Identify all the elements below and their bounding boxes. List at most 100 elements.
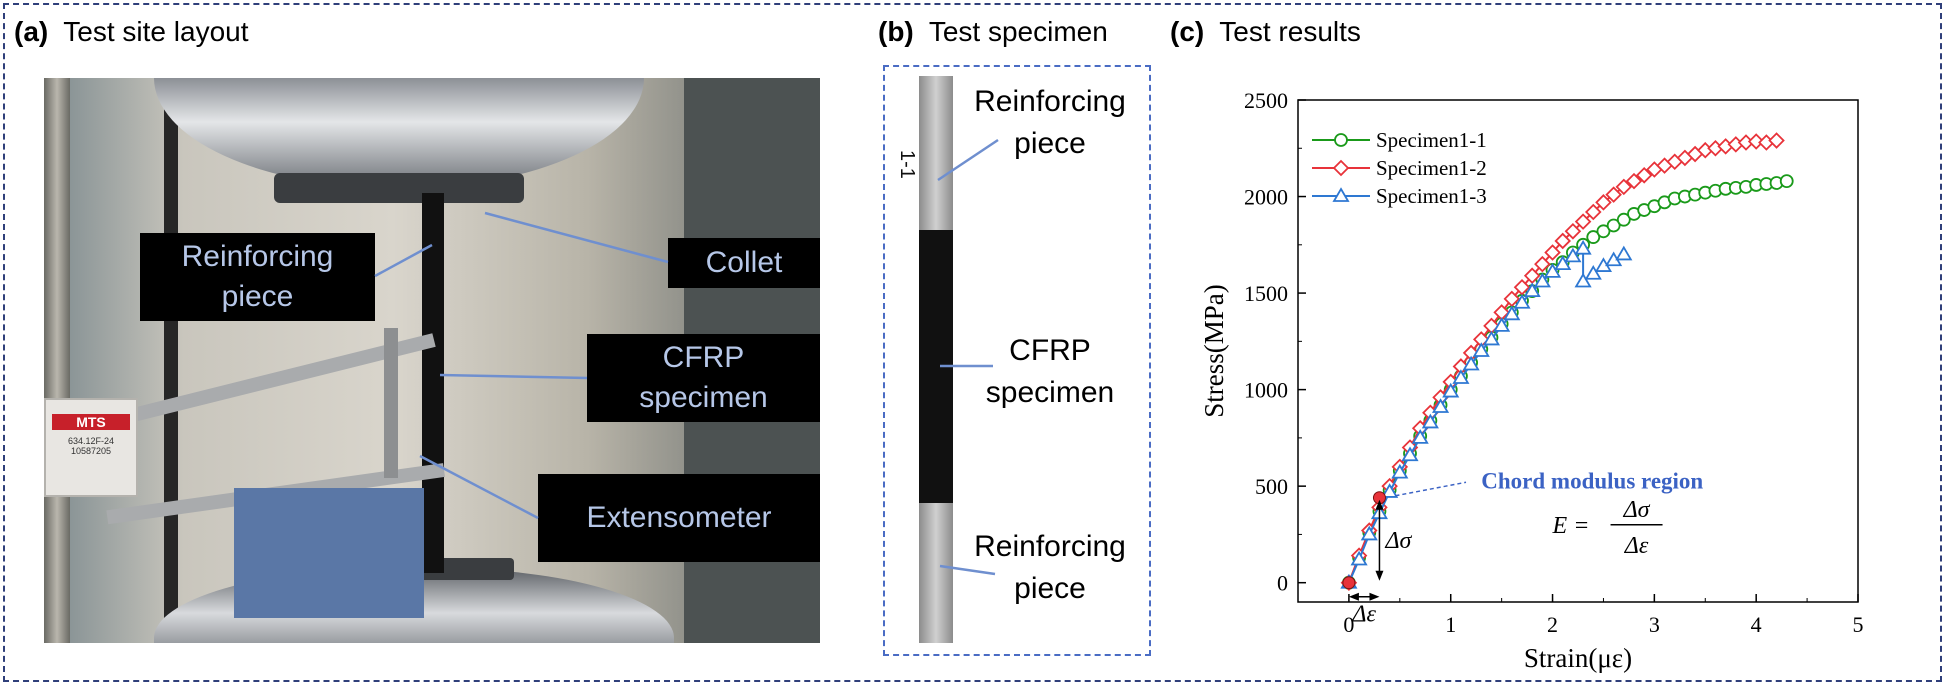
y-tick-label: 0 (1277, 571, 1288, 596)
data-point (1564, 223, 1582, 240)
data-point (1452, 369, 1470, 384)
specimen-tab-top (919, 76, 953, 230)
data-point (1431, 398, 1450, 413)
data-point (1595, 194, 1612, 211)
data-point (1574, 239, 1592, 255)
y-tick-label: 2000 (1244, 185, 1288, 210)
x-tick-label: 5 (1853, 612, 1864, 637)
mts-sensor-label: MTS 634.12F-24 10587205 (44, 398, 138, 497)
panel-c-title: (c) Test results (1170, 16, 1361, 47)
plot-area (1297, 99, 1859, 603)
y-tick-label: 1000 (1244, 378, 1288, 403)
data-point (1401, 446, 1419, 462)
delta-sigma-label: Δσ (1384, 528, 1412, 554)
leader-extensometer (419, 454, 539, 520)
data-point (1574, 272, 1592, 288)
specimen-label-bottom: Reinforcing piece (974, 530, 1126, 605)
specimen-panel (883, 65, 1151, 656)
data-point (1616, 212, 1631, 227)
data-point (1596, 224, 1611, 239)
data-point (1493, 317, 1511, 332)
leader-spec-bottom (939, 564, 996, 576)
data-point (1421, 413, 1439, 429)
leader-cfrp (439, 373, 588, 380)
specimen-tab-bottom (919, 503, 953, 643)
y-tick-label: 1500 (1244, 281, 1288, 306)
figure-frame (3, 3, 1942, 682)
data-point (1381, 483, 1399, 498)
formula-numerator: Δσ (1623, 497, 1651, 523)
delta-epsilon-label: Δε (1351, 602, 1376, 628)
formula-lhs: E = (1552, 513, 1590, 539)
y-tick-label: 2500 (1244, 88, 1288, 113)
callout-cfrp-specimen: CFRP specimen (587, 334, 820, 422)
region-pointer (1395, 481, 1467, 497)
legend: Specimen1-1 Specimen1-2 Specimen1-3 (1312, 128, 1487, 208)
mts-model: 634.12F-24 (67, 436, 115, 446)
data-point (1472, 342, 1490, 357)
data-point (1543, 263, 1562, 278)
x-axis-label: Strain(με) (1524, 643, 1632, 673)
legend-marker (1332, 187, 1350, 202)
data-point (1533, 272, 1551, 288)
data-point (1779, 174, 1794, 188)
data-point (1523, 282, 1541, 298)
data-point (1513, 293, 1531, 309)
mts-logo: MTS (52, 414, 130, 430)
data-point (1391, 463, 1409, 479)
leader-collet (484, 211, 669, 264)
data-point (1605, 186, 1622, 203)
data-point (1350, 550, 1368, 566)
callout-extensometer: Extensometer (538, 474, 820, 562)
data-point (1635, 167, 1653, 184)
extensometer-body (384, 328, 398, 478)
data-point (1544, 244, 1561, 261)
specimen-label-mid: CFRP specimen (985, 334, 1115, 409)
legend-marker (1334, 133, 1348, 147)
data-point (1554, 255, 1572, 271)
callout-reinforcing-piece: Reinforcing piece (140, 233, 375, 321)
x-tick-label: 2 (1547, 612, 1558, 637)
specimen-label-top: Reinforcing piece (974, 85, 1126, 160)
chord-point-start (1342, 576, 1356, 590)
data-point (1482, 330, 1501, 346)
data-point (1584, 203, 1602, 221)
annotations: Δσ Δε Chord modulus region E = Δσ Δε (1342, 468, 1703, 628)
data-point (1747, 133, 1765, 150)
data-point (1768, 132, 1785, 149)
data-point (1554, 232, 1572, 250)
x-tick-label: 3 (1649, 612, 1660, 637)
delta-epsilon-arrowhead (1348, 592, 1359, 601)
axes: 0 1 2 3 4 5 0 500 1000 1500 2000 2500 (1244, 88, 1864, 637)
stress-strain-chart: 0 1 2 3 4 5 0 500 1000 1500 2000 2500 Δσ Δε Chord mod… (1199, 88, 1864, 673)
mts-serial: 10587205 (70, 446, 112, 456)
leader-reinforcing (374, 243, 433, 278)
leader-spec-top (937, 138, 999, 182)
panel-a-title: (a) Test site layout (14, 16, 249, 47)
data-point (1462, 355, 1480, 371)
delta-epsilon-arrowhead (1369, 592, 1380, 601)
region-label: Chord modulus region (1481, 468, 1703, 493)
photo-post (44, 78, 70, 643)
x-tick-label: 0 (1343, 612, 1354, 637)
delta-sigma-arrowhead (1375, 499, 1384, 510)
data-point (1503, 305, 1521, 321)
data-point (1615, 245, 1633, 261)
y-tick-label: 500 (1255, 474, 1288, 499)
panel-b-title: (b) Test specimen (878, 16, 1108, 47)
data-point (1564, 247, 1582, 263)
data-point (1625, 172, 1643, 190)
data-point (1442, 382, 1460, 398)
legend-label: Specimen1-1 (1376, 128, 1487, 152)
x-tick-label: 1 (1445, 612, 1456, 637)
formula-denominator: Δε (1624, 533, 1649, 559)
data-point (1586, 230, 1601, 244)
photo-blue-chair (234, 488, 424, 618)
data-point (1606, 218, 1621, 233)
data-point (1534, 255, 1551, 273)
data-point (1411, 429, 1429, 444)
callout-collet: Collet (668, 238, 820, 288)
legend-marker (1332, 159, 1350, 177)
